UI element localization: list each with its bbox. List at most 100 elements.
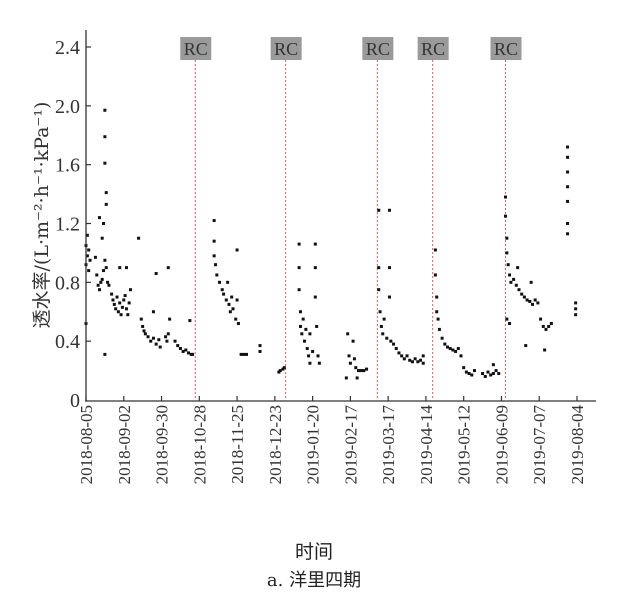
data-point	[103, 258, 107, 262]
data-point	[529, 280, 533, 284]
data-point	[224, 298, 228, 302]
data-point	[308, 361, 312, 365]
data-point	[566, 199, 570, 203]
data-point	[173, 339, 177, 343]
data-point	[191, 352, 195, 356]
data-point	[481, 372, 485, 376]
data-point	[392, 342, 396, 346]
data-point	[467, 372, 471, 376]
data-point	[97, 216, 101, 220]
data-point	[118, 301, 122, 305]
data-point	[184, 348, 188, 352]
data-point	[88, 258, 92, 262]
x-tick-label: 2019-08-04	[568, 405, 587, 485]
data-point	[100, 277, 104, 281]
rc-label-box	[270, 37, 302, 60]
rc-label: RC	[421, 39, 445, 59]
data-point	[124, 266, 128, 270]
data-point	[416, 360, 420, 364]
data-point	[127, 301, 131, 305]
x-tick-label: 2019-02-17	[341, 405, 360, 485]
data-point	[137, 236, 141, 240]
data-point	[494, 369, 498, 373]
data-point	[400, 354, 404, 358]
data-point	[483, 374, 487, 378]
data-point	[227, 302, 231, 306]
data-point	[97, 288, 101, 292]
data-point	[520, 292, 524, 296]
rc-label-box	[180, 37, 212, 60]
data-point	[528, 299, 532, 303]
data-point	[346, 332, 350, 336]
y-tick-label: 1.6	[55, 155, 80, 177]
data-point	[258, 344, 262, 348]
data-point	[504, 195, 508, 199]
data-point	[304, 327, 308, 331]
data-point	[282, 366, 286, 370]
data-point	[220, 288, 224, 292]
data-point	[512, 277, 516, 281]
data-point	[95, 273, 99, 277]
figure-caption: a. 洋里四期	[266, 570, 362, 591]
data-point	[574, 301, 578, 305]
data-point	[491, 372, 495, 376]
data-point	[524, 344, 528, 348]
x-tick-label: 2019-05-12	[455, 405, 474, 484]
data-point	[300, 332, 304, 336]
x-tick-label: 2019-04-14	[417, 405, 436, 485]
data-point	[99, 280, 103, 284]
data-point	[103, 161, 107, 165]
data-point	[410, 360, 414, 364]
data-point	[352, 357, 356, 361]
data-point	[187, 351, 191, 355]
data-point	[356, 369, 360, 373]
data-point	[504, 214, 508, 218]
data-point	[347, 354, 351, 358]
data-point	[365, 367, 369, 371]
data-point	[541, 324, 545, 328]
data-point	[456, 347, 460, 351]
data-point	[362, 369, 366, 373]
data-point	[451, 348, 455, 352]
data-point	[111, 298, 115, 302]
data-point	[408, 358, 412, 362]
data-point	[489, 373, 493, 377]
data-point	[178, 347, 182, 351]
data-point	[317, 361, 321, 365]
data-point	[436, 317, 440, 321]
rc-label-box	[417, 37, 449, 60]
data-point	[234, 317, 238, 321]
data-point	[239, 352, 243, 356]
data-point	[508, 322, 512, 326]
data-point	[236, 322, 240, 326]
y-tick-label: 0.8	[55, 272, 80, 294]
data-point	[218, 280, 222, 284]
data-point	[231, 307, 235, 311]
x-axis-label: 时间	[294, 541, 333, 563]
data-point	[122, 298, 126, 302]
data-point	[212, 219, 216, 223]
data-point	[574, 313, 578, 317]
data-point	[124, 307, 128, 311]
data-point	[544, 327, 548, 331]
data-point	[459, 354, 463, 358]
data-point	[157, 338, 161, 342]
data-point	[514, 283, 518, 287]
data-point	[543, 348, 547, 352]
data-point	[385, 336, 389, 340]
x-tick-label: 2018-08-05	[77, 405, 96, 484]
data-point	[166, 332, 170, 336]
data-point	[154, 272, 158, 276]
data-point	[316, 354, 320, 358]
data-point	[235, 298, 239, 302]
data-point	[120, 305, 124, 309]
data-point	[377, 266, 381, 270]
data-point	[566, 222, 570, 225]
data-point	[378, 310, 382, 314]
data-point	[149, 339, 153, 343]
data-point	[110, 292, 114, 296]
data-point	[470, 373, 474, 377]
data-point	[377, 208, 381, 212]
data-point	[278, 369, 282, 373]
